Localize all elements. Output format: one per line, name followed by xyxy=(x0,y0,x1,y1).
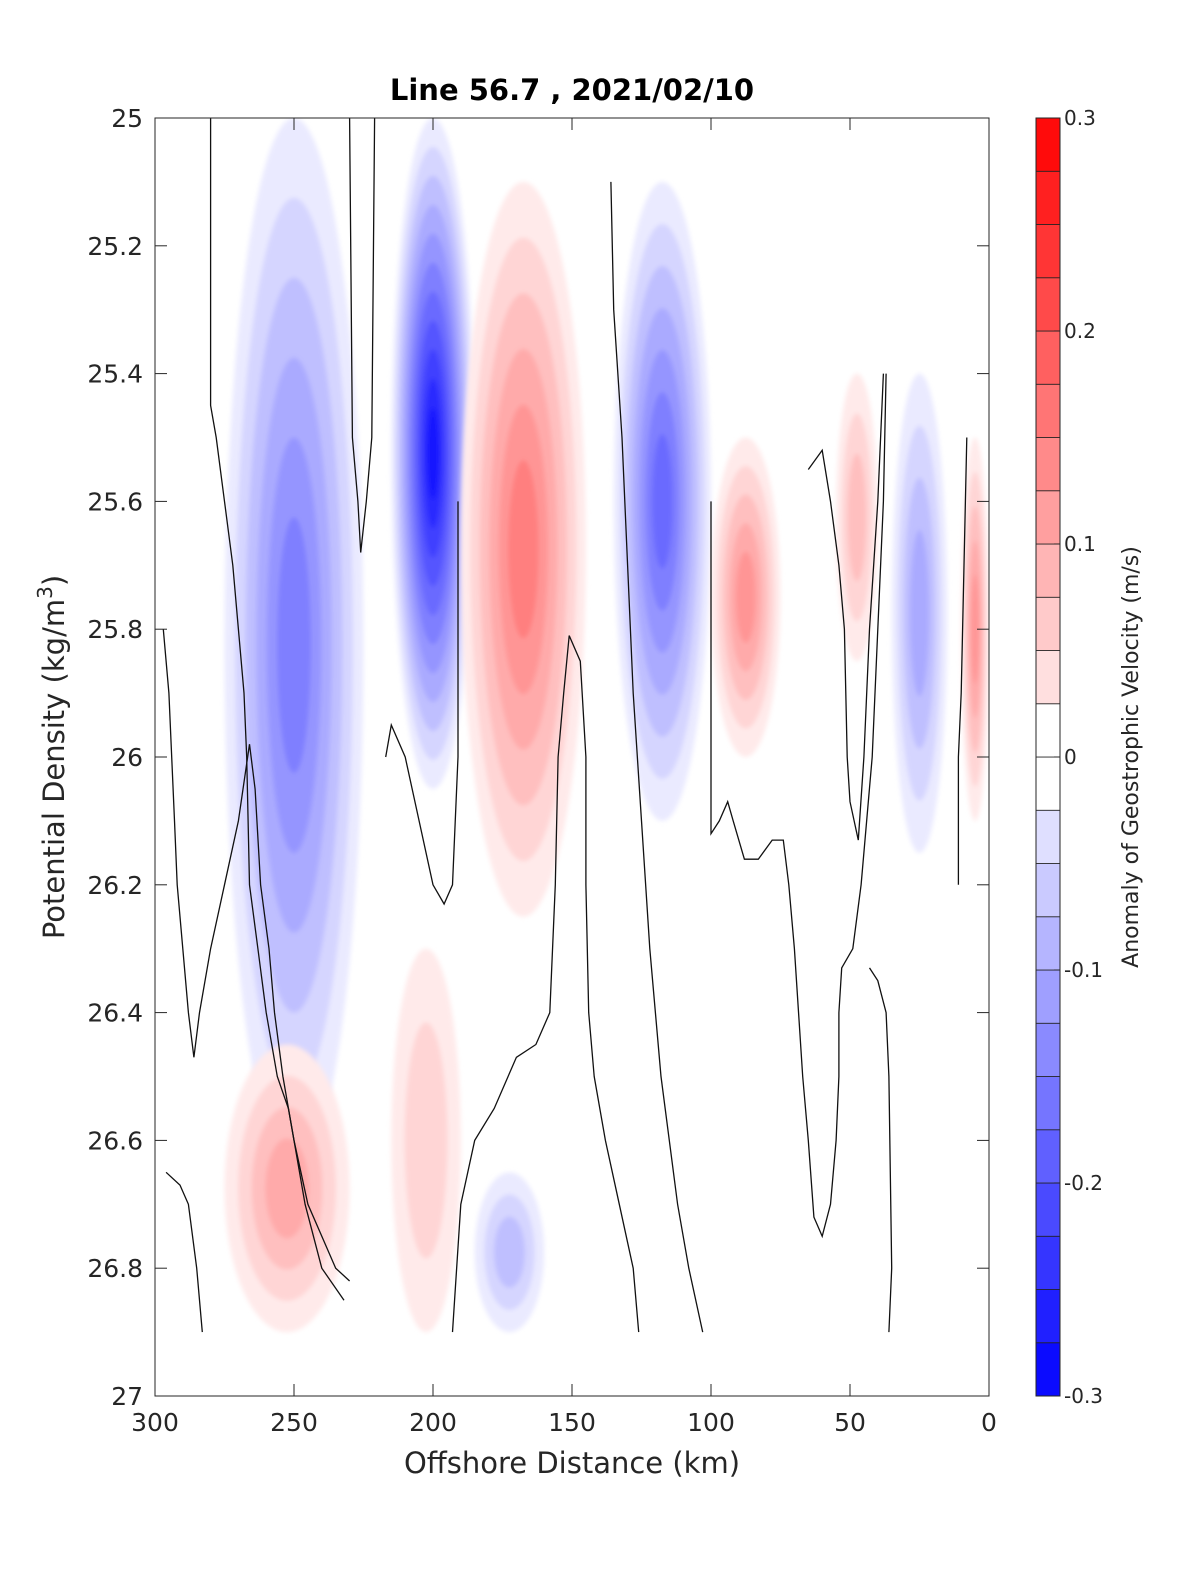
y-tick-label: 26 xyxy=(111,743,143,772)
colorbar-tick-label: 0.1 xyxy=(1064,532,1096,556)
colorbar-segment xyxy=(1035,916,1061,971)
zero-contour-4 xyxy=(348,118,376,553)
colorbar-segment xyxy=(1035,596,1061,651)
x-axis-title: Offshore Distance (km) xyxy=(404,1446,740,1480)
x-tick-label: 300 xyxy=(131,1408,179,1437)
chart-title: Line 56.7 , 2021/02/10 xyxy=(390,73,754,107)
zero-contour-8 xyxy=(710,373,887,1239)
anomaly-region-inshore-positive xyxy=(961,437,989,821)
anomaly-region-mid-section-positive xyxy=(460,181,586,917)
zero-contour-1 xyxy=(209,118,351,1282)
colorbar-tick-label: 0 xyxy=(1064,745,1077,769)
colorbar-segment xyxy=(1035,330,1061,385)
zero-contour-9 xyxy=(807,373,885,841)
colorbar-tick-label: -0.3 xyxy=(1064,1384,1103,1408)
zero-contour-6 xyxy=(451,635,640,1333)
colorbar-segment xyxy=(1035,277,1061,332)
anomaly-fill-layer xyxy=(224,118,989,1333)
x-tick-label: 150 xyxy=(548,1408,596,1437)
colorbar-title: Anomaly of Geostrophic Velocity (m/s) xyxy=(1119,546,1144,968)
y-tick-label: 25.8 xyxy=(87,615,143,644)
colorbar-segment xyxy=(1035,756,1061,811)
anomaly-band xyxy=(277,517,311,773)
colorbar-segment xyxy=(1035,1289,1061,1344)
colorbar-segment xyxy=(1035,170,1061,225)
colorbar-segment xyxy=(1035,1235,1061,1290)
anomaly-region-core-jet-negative xyxy=(391,118,475,789)
y-tick-label: 25.6 xyxy=(87,487,143,516)
y-tick-label: 25.2 xyxy=(87,232,143,261)
anomaly-region-nearshore-negative xyxy=(613,181,711,821)
zero-contour-7 xyxy=(610,181,704,1333)
anomaly-band xyxy=(508,460,539,639)
y-tick-label: 27 xyxy=(111,1382,143,1411)
colorbar-tick-label: 0.3 xyxy=(1064,106,1096,130)
colorbar-segment xyxy=(1035,969,1061,1024)
zero-contour-11 xyxy=(957,437,968,885)
x-axis: 300 250 200 150 100 50 0 xyxy=(131,118,997,1437)
colorbar-tick-label: -0.1 xyxy=(1064,958,1103,982)
x-tick-label: 200 xyxy=(409,1408,457,1437)
anomaly-region-deep-mid-positive xyxy=(391,948,461,1333)
y-axis-title-close: ) xyxy=(37,575,71,586)
y-tick-label: 26.2 xyxy=(87,871,143,900)
colorbar-segment xyxy=(1035,1022,1061,1077)
y-tick-label: 25.4 xyxy=(87,360,143,389)
zero-contour-3 xyxy=(165,1171,203,1333)
y-axis-title-sup: 3 xyxy=(33,586,57,599)
zero-contour-2 xyxy=(162,629,345,1301)
zero-contour-5 xyxy=(385,501,459,906)
anomaly-band xyxy=(494,1216,525,1288)
colorbar-segment xyxy=(1035,863,1061,918)
anomaly-region-shelf-positive xyxy=(711,437,781,757)
y-tick-label: 25 xyxy=(111,104,143,133)
anomaly-region-coastal-positive xyxy=(836,373,878,662)
anomaly-band xyxy=(404,1022,448,1259)
y-axis-title: Potential Density (kg/m3) xyxy=(33,575,71,939)
colorbar-segment xyxy=(1035,809,1061,864)
anomaly-band xyxy=(971,574,980,684)
colorbar-segment xyxy=(1035,1129,1061,1184)
zero-contour-10 xyxy=(868,967,893,1333)
colorbar-tick-label: 0.2 xyxy=(1064,319,1096,343)
colorbar-segment xyxy=(1035,543,1061,598)
anomaly-band xyxy=(909,529,930,697)
anomaly-band xyxy=(652,434,673,569)
y-tick-label: 26.4 xyxy=(87,999,143,1028)
anomaly-band xyxy=(735,551,756,643)
colorbar-segment xyxy=(1035,1076,1061,1131)
x-tick-label: 250 xyxy=(270,1408,318,1437)
anomaly-band xyxy=(427,407,439,500)
y-tick-label: 26.8 xyxy=(87,1254,143,1283)
x-tick-label: 50 xyxy=(834,1408,866,1437)
x-tick-label: 100 xyxy=(687,1408,735,1437)
colorbar-tick-label: -0.2 xyxy=(1064,1171,1103,1195)
zero-contour-layer xyxy=(162,118,968,1333)
y-tick-label: 26.6 xyxy=(87,1126,143,1155)
x-tick-label: 0 xyxy=(981,1408,997,1437)
colorbar: 0.3 0.2 0.1 0 -0.1 -0.2 -0.3 xyxy=(1035,106,1103,1408)
anomaly-region-offshore-jet-negative xyxy=(224,118,364,1173)
colorbar-segment xyxy=(1035,490,1061,545)
colorbar-segment xyxy=(1035,1342,1061,1397)
colorbar-segment xyxy=(1035,437,1061,492)
colorbar-segment xyxy=(1035,224,1061,279)
anomaly-region-deep-mid-negative xyxy=(474,1172,545,1333)
anomaly-region-coastal-negative xyxy=(891,373,948,853)
colorbar-segment xyxy=(1035,650,1061,705)
anomaly-region-deep-offshore-positive xyxy=(224,1044,350,1333)
colorbar-segment xyxy=(1035,383,1061,438)
colorbar-segment xyxy=(1035,703,1061,758)
colorbar-segment xyxy=(1035,117,1061,172)
colorbar-segment xyxy=(1035,1182,1061,1237)
y-axis: 25 25.2 25.4 25.6 25.8 26 26.2 26.4 26.6 26.8 27 xyxy=(87,104,989,1411)
y-axis-title-main: Potential Density (kg/m xyxy=(37,599,71,939)
anomaly-band xyxy=(847,453,867,582)
